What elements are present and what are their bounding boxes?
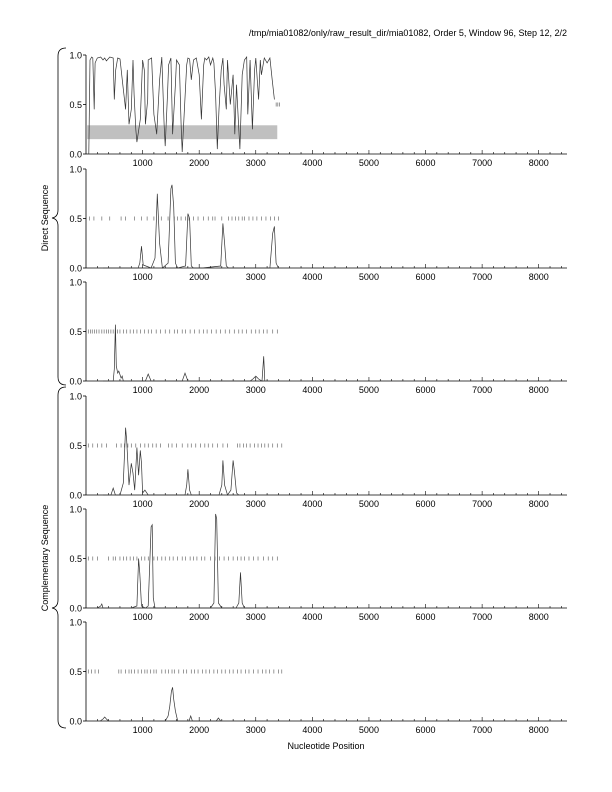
y-tick-label: 1.0 bbox=[69, 618, 82, 628]
x-tick-label: 7000 bbox=[472, 725, 492, 735]
x-tick-label: 6000 bbox=[416, 385, 436, 395]
y-tick-label: 0.5 bbox=[69, 327, 82, 337]
y-tick-label: 1.0 bbox=[69, 278, 82, 288]
y-tick-label: 0.5 bbox=[69, 214, 82, 224]
series-line bbox=[103, 324, 266, 382]
x-tick-label: 2000 bbox=[189, 385, 209, 395]
figure-title: /tmp/mia01082/only/raw_result_dir/mia010… bbox=[249, 28, 567, 38]
x-tick-label: 6000 bbox=[416, 612, 436, 622]
x-tick-label: 7000 bbox=[472, 612, 492, 622]
complementary-group-bracket bbox=[51, 386, 67, 729]
x-tick-label: 4000 bbox=[302, 499, 322, 509]
y-tick-label: 0.0 bbox=[69, 604, 82, 614]
x-tick-label: 3000 bbox=[246, 612, 266, 622]
y-tick-label: 0.5 bbox=[69, 554, 82, 564]
x-tick-label: 6000 bbox=[416, 725, 436, 735]
x-tick-label: 2000 bbox=[189, 725, 209, 735]
y-tick-label: 0.5 bbox=[69, 441, 82, 451]
x-tick-label: 5000 bbox=[359, 158, 379, 168]
x-tick-label: 5000 bbox=[359, 272, 379, 282]
x-tick-label: 3000 bbox=[246, 158, 266, 168]
x-tick-label: 1000 bbox=[133, 272, 153, 282]
panel-2: 0.0 0.5 1.0 1000 2000 3000 4000 5000 6000 7000 800… bbox=[69, 165, 567, 282]
x-tick-label: 2000 bbox=[189, 158, 209, 168]
x-tick-label: 4000 bbox=[302, 158, 322, 168]
x-tick-label: 3000 bbox=[246, 499, 266, 509]
y-tick-label: 1.0 bbox=[69, 51, 82, 61]
x-tick-label: 3000 bbox=[246, 385, 266, 395]
series-line bbox=[99, 687, 221, 722]
x-tick-label: 2000 bbox=[189, 499, 209, 509]
y-tick-label: 0.0 bbox=[69, 264, 82, 274]
panel-6: 0.0 0.5 1.0 1000 2000 3000 4000 5000 6000 7000 800… bbox=[69, 618, 567, 735]
x-tick-label: 1000 bbox=[133, 385, 153, 395]
direct-sequence-label: Direct Sequence bbox=[40, 185, 50, 252]
series-line bbox=[97, 513, 253, 609]
x-tick-label: 8000 bbox=[529, 725, 549, 735]
y-tick-label: 0.0 bbox=[69, 491, 82, 501]
x-tick-label: 6000 bbox=[416, 499, 436, 509]
x-tick-label: 4000 bbox=[302, 272, 322, 282]
panel-1: 0.0 0.5 1.0 1000 2000 3000 4000 5000 6000 7000 800… bbox=[69, 51, 567, 168]
x-tick-label: 1000 bbox=[133, 612, 153, 622]
x-axis-label: Nucleotide Position bbox=[287, 741, 364, 751]
x-tick-label: 1000 bbox=[133, 725, 153, 735]
x-tick-label: 2000 bbox=[189, 612, 209, 622]
x-tick-label: 8000 bbox=[529, 499, 549, 509]
x-tick-label: 6000 bbox=[416, 272, 436, 282]
x-tick-label: 7000 bbox=[472, 158, 492, 168]
panels-container: 0.0 0.5 1.0 1000 2000 3000 4000 5000 6000 7000 800… bbox=[69, 51, 567, 735]
panel-5: 0.0 0.5 1.0 1000 2000 3000 4000 5000 6000 7000 800… bbox=[69, 505, 567, 622]
y-tick-label: 0.0 bbox=[69, 717, 82, 727]
y-tick-label: 1.0 bbox=[69, 392, 82, 402]
x-tick-label: 1000 bbox=[133, 158, 153, 168]
x-tick-label: 8000 bbox=[529, 612, 549, 622]
y-tick-label: 0.0 bbox=[69, 150, 82, 160]
x-tick-label: 4000 bbox=[302, 385, 322, 395]
y-tick-label: 0.5 bbox=[69, 100, 82, 110]
x-tick-label: 7000 bbox=[472, 385, 492, 395]
x-tick-label: 5000 bbox=[359, 725, 379, 735]
x-tick-label: 8000 bbox=[529, 158, 549, 168]
series-line bbox=[103, 427, 240, 496]
x-tick-label: 1000 bbox=[133, 499, 153, 509]
x-tick-label: 8000 bbox=[529, 272, 549, 282]
x-tick-label: 5000 bbox=[359, 499, 379, 509]
x-tick-label: 2000 bbox=[189, 272, 209, 282]
y-tick-label: 1.0 bbox=[69, 165, 82, 175]
complementary-sequence-label: Complementary Sequence bbox=[40, 505, 50, 612]
x-tick-label: 6000 bbox=[416, 158, 436, 168]
panel-3: 0.0 0.5 1.0 1000 2000 3000 4000 5000 6000 7000 800… bbox=[69, 278, 567, 395]
x-tick-label: 8000 bbox=[529, 385, 549, 395]
y-tick-label: 0.0 bbox=[69, 377, 82, 387]
x-tick-label: 4000 bbox=[302, 612, 322, 622]
direct-group-bracket bbox=[51, 47, 67, 386]
x-tick-label: 5000 bbox=[359, 385, 379, 395]
x-tick-label: 4000 bbox=[302, 725, 322, 735]
x-tick-label: 5000 bbox=[359, 612, 379, 622]
series-line bbox=[103, 184, 279, 269]
y-tick-label: 0.5 bbox=[69, 667, 82, 677]
x-tick-label: 3000 bbox=[246, 725, 266, 735]
x-tick-label: 7000 bbox=[472, 272, 492, 282]
series-line bbox=[88, 55, 275, 155]
shaded-band bbox=[87, 125, 278, 140]
y-tick-label: 1.0 bbox=[69, 505, 82, 515]
panel-4: 0.0 0.5 1.0 1000 2000 3000 4000 5000 6000 7000 800… bbox=[69, 392, 567, 509]
x-tick-label: 7000 bbox=[472, 499, 492, 509]
x-tick-label: 3000 bbox=[246, 272, 266, 282]
